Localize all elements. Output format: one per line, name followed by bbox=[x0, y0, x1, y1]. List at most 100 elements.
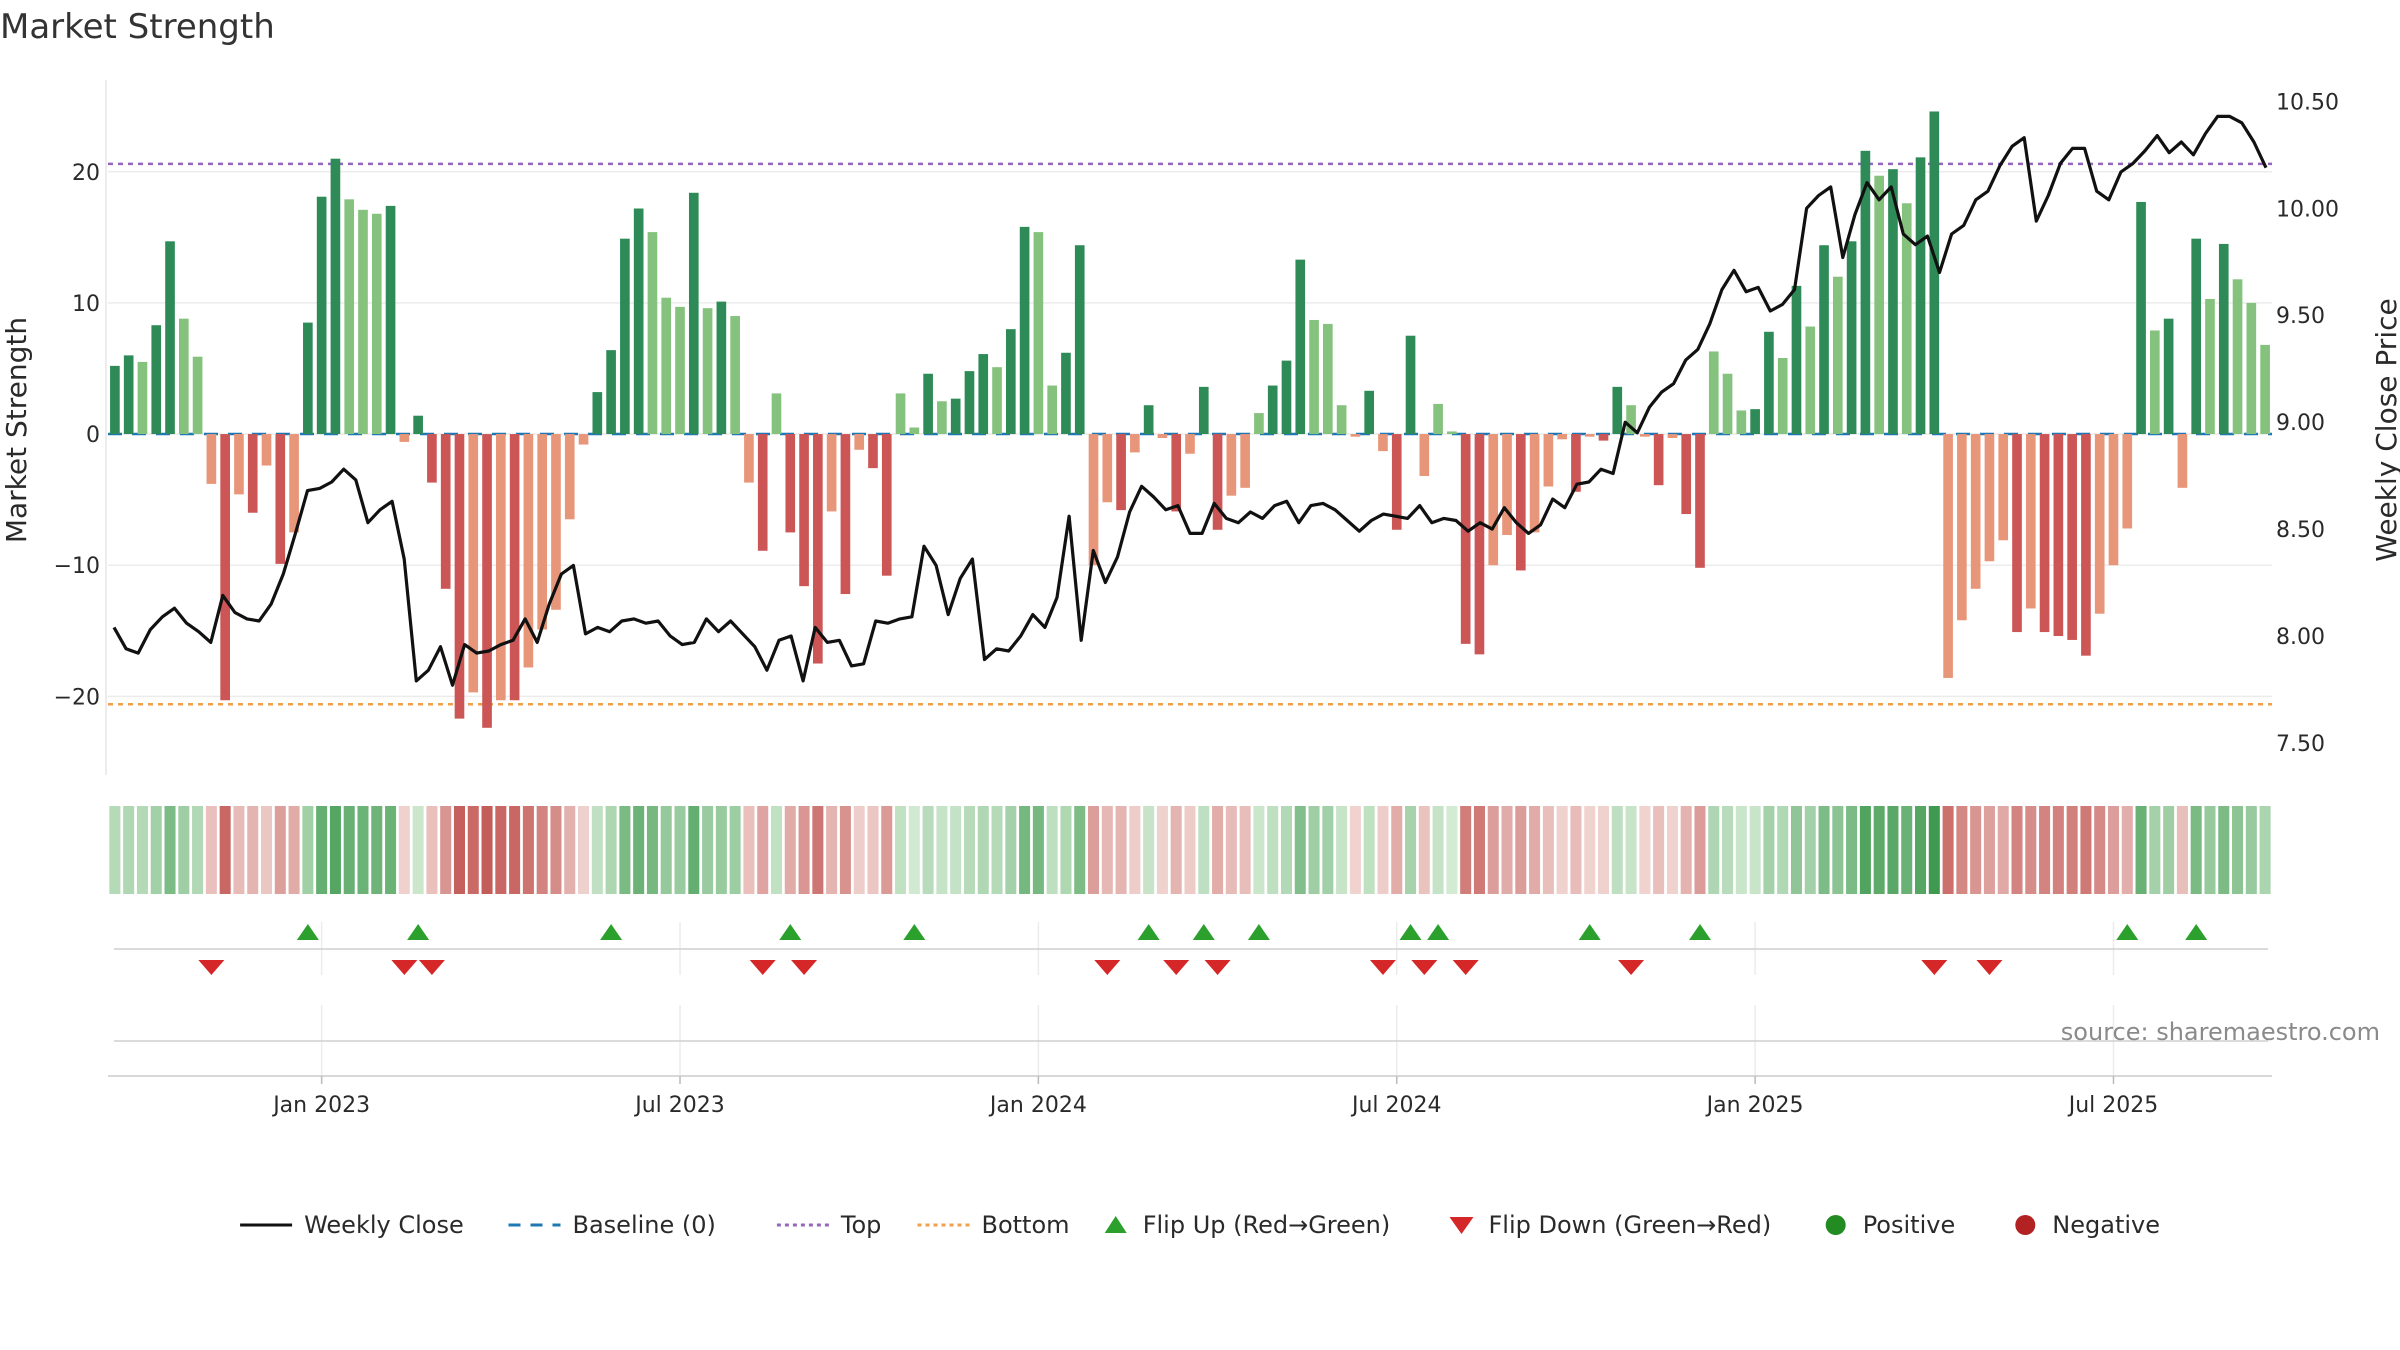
strength-bar bbox=[1832, 276, 1843, 435]
strength-bar bbox=[427, 434, 437, 483]
flip-up-marker bbox=[1137, 924, 1160, 940]
heat-cell bbox=[1363, 806, 1375, 894]
heat-cell bbox=[1032, 806, 1044, 894]
source-credit: source: sharemaestro.com bbox=[2061, 1018, 2380, 1046]
left-tick-label: −10 bbox=[54, 554, 100, 579]
strength-bar bbox=[716, 301, 727, 435]
strength-bar bbox=[1805, 326, 1816, 435]
flip-down-marker bbox=[1369, 960, 1396, 975]
strength-bar bbox=[261, 434, 272, 466]
heat-cell bbox=[2245, 806, 2257, 894]
weekly-close-series bbox=[112, 114, 2268, 687]
heat-cell bbox=[1749, 806, 1761, 894]
heat-cell bbox=[2190, 806, 2202, 894]
heat-cell bbox=[1184, 806, 1196, 894]
strength-bar bbox=[606, 350, 616, 435]
strength-bar bbox=[1143, 405, 1154, 435]
strength-bar bbox=[192, 356, 203, 435]
flip-up-marker bbox=[1399, 924, 1422, 940]
strength-bar bbox=[2136, 201, 2146, 435]
strength-bar bbox=[1653, 434, 1664, 486]
strength-bar bbox=[1226, 434, 1237, 496]
heat-cell bbox=[715, 806, 727, 894]
heat-cell bbox=[2218, 806, 2230, 894]
heat-cell bbox=[2080, 806, 2092, 894]
heat-cell bbox=[591, 806, 603, 894]
strength-bar bbox=[1957, 434, 1967, 621]
heat-cell bbox=[1115, 806, 1127, 894]
heat-cell bbox=[674, 806, 686, 894]
x-tick-label: Jan 2025 bbox=[1705, 1093, 1804, 1118]
strength-bar bbox=[1970, 434, 1981, 589]
strength-bar bbox=[909, 427, 920, 435]
heat-cell bbox=[426, 806, 438, 894]
heat-cell bbox=[839, 806, 851, 894]
heat-cell bbox=[440, 806, 452, 894]
heat-cell bbox=[2121, 806, 2133, 894]
heat-cell bbox=[1735, 806, 1747, 894]
heat-cell bbox=[1487, 806, 1499, 894]
heat-cell bbox=[578, 806, 590, 894]
strength-bar bbox=[1088, 434, 1099, 566]
heat-cell bbox=[1391, 806, 1403, 894]
heat-cell bbox=[1570, 806, 1582, 894]
legend-label-flip_down: Flip Down (Green→Red) bbox=[1489, 1211, 1772, 1239]
strength-bar bbox=[482, 434, 492, 728]
strength-bar bbox=[509, 434, 520, 701]
strength-bar bbox=[303, 322, 313, 435]
heat-cell bbox=[467, 806, 479, 894]
empty-bottom-panel bbox=[108, 1040, 2272, 1077]
legend-symbol-flip-down bbox=[1449, 1217, 1474, 1234]
heat-cell bbox=[260, 806, 273, 894]
heat-cell bbox=[1418, 806, 1430, 894]
strength-bar bbox=[275, 434, 286, 564]
heat-cell bbox=[2025, 806, 2037, 894]
flip-down-marker bbox=[749, 960, 776, 975]
heat-cell bbox=[219, 806, 231, 894]
strength-bar bbox=[1584, 434, 1595, 437]
legend-label-baseline: Baseline (0) bbox=[573, 1211, 716, 1239]
heat-cell bbox=[1405, 806, 1417, 894]
heat-cell bbox=[1639, 806, 1651, 894]
strength-bar bbox=[1667, 434, 1678, 438]
heat-cell bbox=[1529, 806, 1541, 894]
legend-symbol-positive bbox=[1825, 1215, 1846, 1235]
flip-down-marker bbox=[418, 960, 445, 975]
strength-bar bbox=[2205, 298, 2215, 435]
heat-cell bbox=[1294, 806, 1306, 894]
heat-cell bbox=[536, 806, 548, 894]
x-tick-label: Jan 2024 bbox=[988, 1093, 1087, 1118]
strength-bar bbox=[1240, 434, 1250, 488]
strength-bar bbox=[592, 392, 603, 435]
strength-bar bbox=[234, 434, 244, 495]
strength-bar bbox=[1502, 434, 1512, 536]
strength-bar bbox=[1846, 241, 1857, 435]
heat-cell bbox=[247, 806, 259, 894]
strength-bar bbox=[1116, 434, 1126, 511]
strength-bar bbox=[2081, 434, 2091, 656]
heat-cell bbox=[2163, 806, 2175, 894]
heat-cell bbox=[881, 806, 893, 894]
strength-bar bbox=[688, 192, 699, 435]
strength-bar bbox=[1391, 434, 1402, 530]
strength-bar bbox=[1378, 434, 1388, 452]
strength-bar bbox=[1764, 331, 1774, 435]
strength-bar bbox=[2053, 434, 2064, 636]
strength-bar bbox=[247, 434, 258, 513]
right-axis-label: Weekly Close Price bbox=[2370, 298, 2400, 561]
strength-bar bbox=[1405, 335, 1416, 435]
heat-cell bbox=[1460, 806, 1472, 894]
strength-bar bbox=[2163, 318, 2174, 435]
strength-bar bbox=[1929, 111, 1940, 435]
strength-bar bbox=[1212, 434, 1223, 530]
heat-cell bbox=[1625, 806, 1637, 894]
legend-symbol-negative bbox=[2015, 1215, 2036, 1235]
strength-bar bbox=[2218, 243, 2229, 435]
strength-bar bbox=[840, 434, 851, 595]
strength-bar bbox=[289, 434, 299, 533]
strength-bar bbox=[2246, 302, 2257, 435]
heat-cell bbox=[316, 806, 328, 894]
strength-bar bbox=[551, 434, 561, 610]
heat-cell bbox=[178, 806, 190, 894]
